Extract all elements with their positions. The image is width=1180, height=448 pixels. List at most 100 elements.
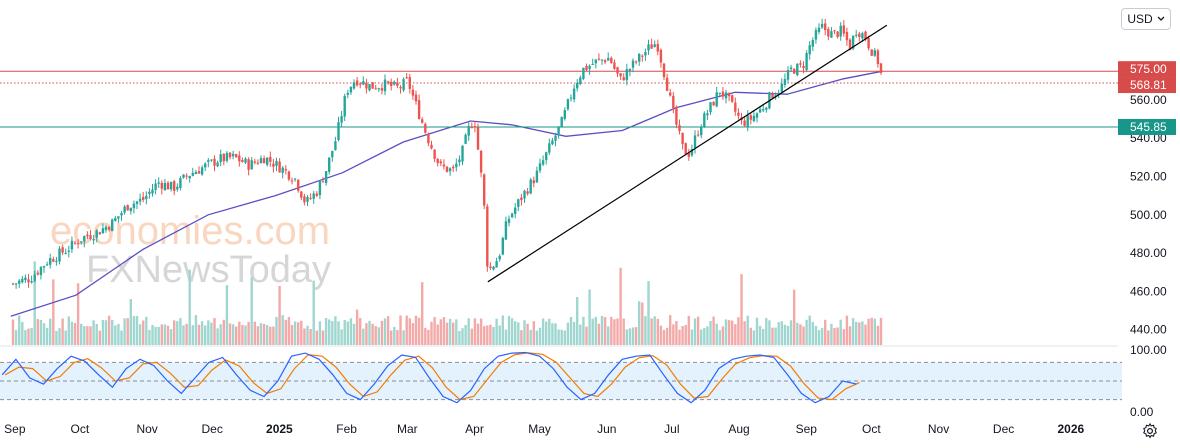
volume-bar [566, 322, 570, 345]
gear-icon[interactable] [1141, 422, 1159, 440]
volume-bar [430, 321, 433, 345]
candle-body [625, 69, 629, 81]
candle-body [284, 169, 288, 171]
candle-body [207, 160, 210, 162]
time-tick-label: Dec [993, 422, 1014, 436]
volume-bar [656, 318, 660, 345]
volume-bar [473, 318, 477, 345]
price-tick-label: 560.00 [1130, 93, 1167, 107]
candle-body [95, 230, 98, 238]
price-tick-label: 500.00 [1130, 208, 1167, 222]
volume-bar [331, 320, 334, 345]
volume-bar [253, 321, 257, 345]
candle-body [173, 181, 176, 191]
volume-bar [712, 316, 715, 345]
volume-bar [548, 318, 551, 345]
volume-bar [724, 319, 728, 345]
candle-body [746, 115, 749, 127]
volume-bar [464, 325, 467, 345]
candle-body [213, 158, 216, 166]
candle-body [678, 125, 681, 132]
candle-body [495, 261, 498, 268]
volume-bar [194, 315, 198, 345]
candle-body [101, 228, 105, 234]
volume-bar [746, 315, 749, 345]
candle-body [340, 116, 343, 123]
candle-body [176, 186, 179, 190]
volume-bar [743, 321, 746, 345]
volume-bar [824, 319, 827, 345]
candle-body [789, 67, 793, 70]
candle-body [76, 243, 80, 245]
volume-bar [266, 325, 269, 345]
candle-body [14, 283, 18, 285]
volume-bar [269, 326, 272, 345]
candle-body [681, 132, 684, 145]
candle-body [430, 144, 433, 149]
volume-bar [799, 324, 802, 345]
volume-bar [383, 318, 387, 345]
volume-bar [368, 320, 371, 345]
candle-body [830, 31, 833, 38]
candle-body [390, 81, 393, 87]
candle-body [73, 242, 77, 244]
volume-bar [359, 318, 362, 345]
volume-bar [622, 318, 625, 345]
volume-bar [98, 330, 102, 345]
volume-bar [848, 326, 852, 345]
candle-body [33, 274, 36, 281]
candle-body [693, 135, 697, 149]
time-tick-label: Dec [201, 422, 222, 436]
volume-bar [390, 330, 393, 345]
candle-body [802, 65, 805, 69]
candles [11, 18, 883, 289]
volume-bar [210, 322, 213, 345]
candle-body [405, 77, 408, 79]
volume-bar [529, 329, 532, 345]
candle-body [107, 227, 111, 230]
volume-bar [11, 319, 15, 345]
candle-body [24, 277, 27, 281]
stoch-mask [0, 405, 170, 426]
volume-bar [647, 281, 650, 345]
volume-bar [104, 320, 108, 345]
candle-body [421, 119, 424, 123]
candle-body [824, 23, 827, 31]
candle-body [269, 157, 272, 162]
candle-body [312, 193, 315, 199]
candle-body [424, 123, 427, 133]
candle-body [61, 247, 64, 253]
volume-bar [684, 325, 687, 345]
volume-bar [151, 325, 154, 345]
candle-body [111, 219, 114, 232]
volume-bar [424, 327, 427, 345]
volume-bar [380, 320, 384, 345]
candle-body [858, 33, 861, 38]
candle-body [786, 70, 790, 80]
candle-body [669, 92, 672, 96]
candle-body [98, 232, 102, 235]
volume-bar [845, 315, 849, 345]
volume-bar [514, 321, 517, 345]
candle-body [861, 33, 864, 39]
volume-bar [101, 320, 105, 345]
volume-bar [318, 321, 322, 345]
candle-body [765, 107, 768, 110]
currency-selector[interactable]: USD [1121, 8, 1171, 30]
candle-body [873, 50, 877, 56]
volume-bar [489, 324, 492, 345]
candle-body [780, 83, 784, 92]
candle-body [231, 153, 235, 157]
candle-body [129, 207, 133, 212]
volume-bar [662, 330, 666, 345]
volume-bar [523, 320, 526, 345]
candle-body [501, 237, 505, 255]
candle-body [836, 31, 839, 38]
candle-body [510, 213, 514, 218]
candle-body [532, 180, 536, 184]
volume-bar [510, 318, 514, 345]
stochastic-pane [0, 351, 1122, 426]
volume-bar [148, 329, 151, 345]
price-tick-label: 480.00 [1130, 246, 1167, 260]
candle-body [377, 88, 381, 90]
